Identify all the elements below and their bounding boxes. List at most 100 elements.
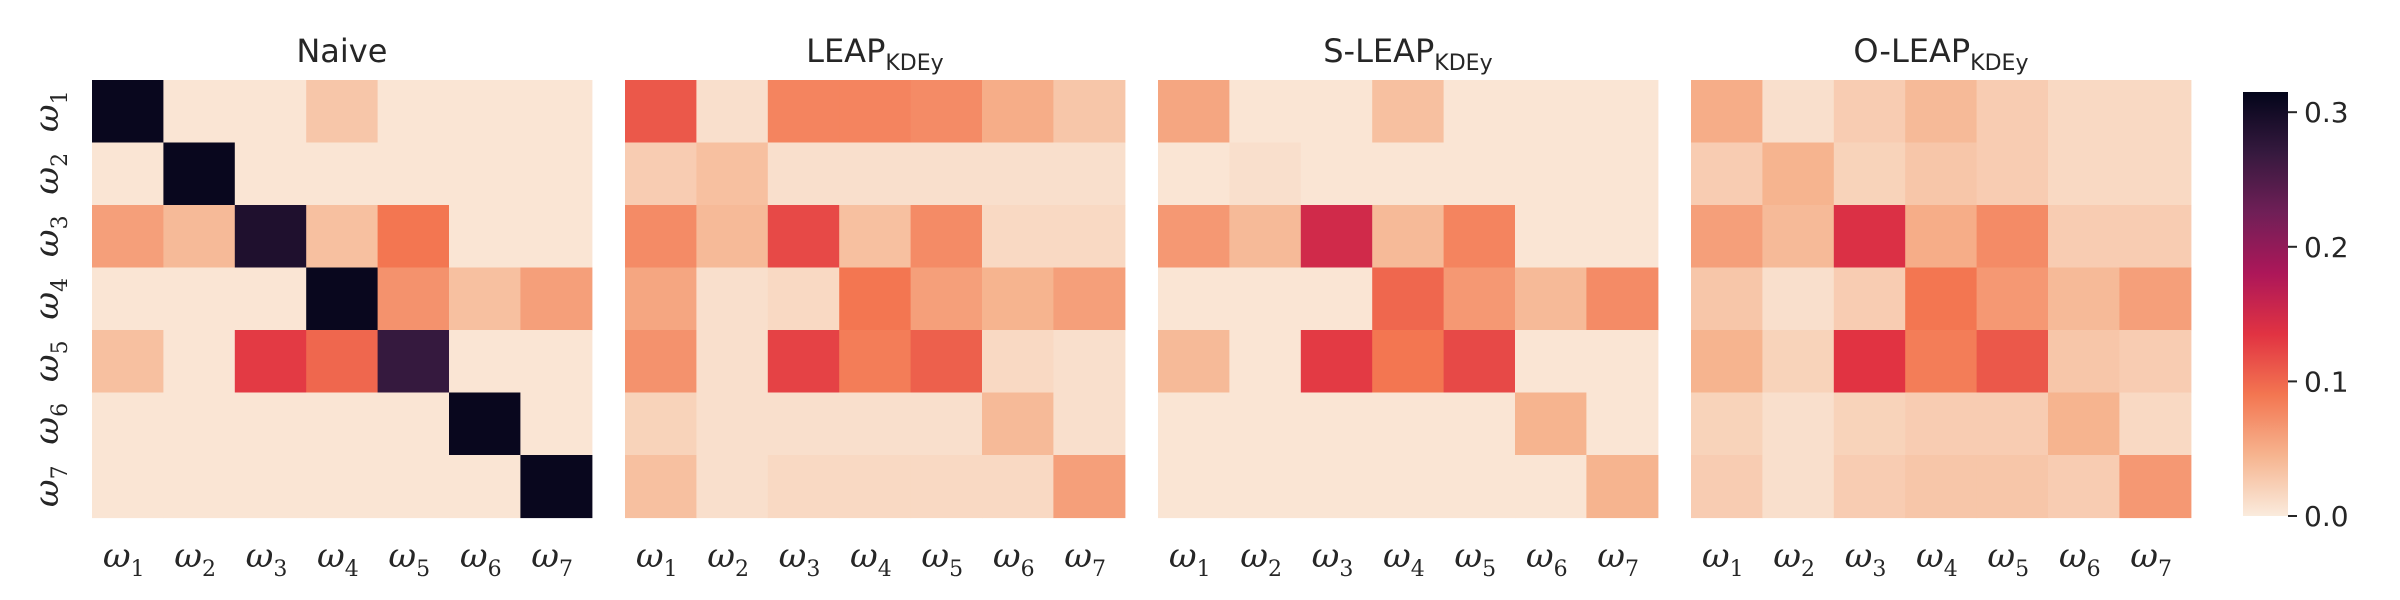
- heatmap-cell-r4-c6: [982, 267, 1054, 331]
- x-tick-label: ω6: [1526, 536, 1568, 582]
- heatmap-cell-r6-c7: [1586, 392, 1659, 456]
- heatmap-cell-r2-c3: [1833, 142, 1906, 206]
- heatmap-cell-r6-c7: [520, 392, 593, 456]
- heatmap-cell-r3-c1: [92, 205, 164, 269]
- colorbar-tick-label: 0.2: [2304, 231, 2349, 264]
- heatmap-cell-r2-c6: [2048, 142, 2120, 206]
- x-tick-label: ω1: [1702, 536, 1744, 582]
- heatmap-cell-r3-c5: [910, 205, 983, 269]
- x-tick-label: ω7: [2130, 536, 2172, 582]
- heatmap-cell-r5-c2: [1229, 330, 1302, 394]
- heatmap-cell-r3-c7: [1053, 205, 1126, 269]
- heatmap-cell-r1-c1: [625, 80, 697, 144]
- x-tick-label: ω3: [1845, 536, 1887, 582]
- heatmap-cell-r2-c3: [234, 142, 307, 206]
- heatmap-cell-r7-c1: [92, 455, 164, 519]
- heatmap-cell-r1-c2: [1762, 80, 1835, 144]
- heatmap-cell-r1-c4: [306, 80, 379, 144]
- y-tick-label: ω4: [27, 278, 73, 320]
- heatmap-cell-r3-c1: [625, 205, 697, 269]
- heatmap-cell-r7-c7: [1053, 455, 1126, 519]
- heatmap-cell-r5-c7: [1053, 330, 1126, 394]
- heatmap-cell-r3-c4: [1905, 205, 1978, 269]
- heatmap-cell-r4-c3: [767, 267, 840, 331]
- x-tick-label: ω2: [1773, 536, 1815, 582]
- heatmap-cell-r2-c7: [2119, 142, 2192, 206]
- heatmap-cell-r5-c7: [520, 330, 593, 394]
- heatmap-cell-r2-c2: [1762, 142, 1835, 206]
- heatmap-cell-r4-c3: [1833, 267, 1906, 331]
- heatmap-cell-r1-c3: [234, 80, 307, 144]
- heatmap-cell-r4-c1: [625, 267, 697, 331]
- heatmap-cell-r6-c3: [767, 392, 840, 456]
- heatmap-cell-r6-c2: [1229, 392, 1302, 456]
- heatmap-cell-r1-c4: [1372, 80, 1445, 144]
- heatmap-cell-r7-c6: [449, 455, 521, 519]
- heatmap-cell-r6-c2: [696, 392, 769, 456]
- heatmap-cell-r2-c4: [306, 142, 379, 206]
- heatmap-cell-r5-c5: [1443, 330, 1516, 394]
- heatmap-cell-r5-c6: [1515, 330, 1587, 394]
- x-tick-label: ω5: [1454, 536, 1496, 582]
- heatmap-cell-r3-c6: [449, 205, 521, 269]
- heatmap-cell-r2-c3: [767, 142, 840, 206]
- heatmap-cell-r5-c4: [839, 330, 912, 394]
- heatmap-cell-r1-c3: [1300, 80, 1373, 144]
- heatmap-cell-r1-c1: [1158, 80, 1230, 144]
- heatmap-cell-r5-c1: [625, 330, 697, 394]
- heatmap-cell-r6-c3: [1300, 392, 1373, 456]
- heatmap-cell-r6-c6: [449, 392, 521, 456]
- heatmap-cell-r3-c6: [2048, 205, 2120, 269]
- heatmap-cell-r6-c4: [306, 392, 379, 456]
- x-tick-label: ω4: [1383, 536, 1425, 582]
- heatmap-cell-r4-c1: [1691, 267, 1763, 331]
- heatmap-cell-r3-c6: [1515, 205, 1587, 269]
- heatmap-cell-r1-c7: [520, 80, 593, 144]
- heatmap-cell-r4-c5: [1443, 267, 1516, 331]
- heatmap-cell-r7-c5: [1976, 455, 2049, 519]
- heatmap-cell-r6-c2: [163, 392, 236, 456]
- heatmap-cell-r1-c4: [1905, 80, 1978, 144]
- heatmap-cell-r6-c2: [1762, 392, 1835, 456]
- heatmap-cell-r6-c5: [377, 392, 450, 456]
- heatmap-cell-r7-c5: [910, 455, 983, 519]
- heatmap-cell-r4-c2: [1762, 267, 1835, 331]
- y-tick-label: ω3: [27, 215, 73, 257]
- heatmap-cell-r6-c4: [1372, 392, 1445, 456]
- heatmap-cell-r7-c2: [1229, 455, 1302, 519]
- x-tick-label: ω2: [707, 536, 749, 582]
- heatmap-cell-r7-c7: [520, 455, 593, 519]
- heatmap-cell-r5-c6: [2048, 330, 2120, 394]
- heatmap-panel-3: S-LEAPKDEy ω1 ω2 ω3 ω4 ω5 ω6 ω7: [1158, 32, 1659, 582]
- heatmap-cell-r3-c2: [696, 205, 769, 269]
- heatmap-cell-r4-c7: [520, 267, 593, 331]
- heatmap-cell-r1-c7: [1586, 80, 1659, 144]
- heatmap-cell-r2-c7: [520, 142, 593, 206]
- heatmap-cell-r6-c5: [1443, 392, 1516, 456]
- y-tick-label: ω5: [27, 340, 73, 382]
- x-tick-label: ω2: [1240, 536, 1282, 582]
- heatmap-cell-r1-c1: [92, 80, 164, 144]
- heatmap-cell-r2-c6: [449, 142, 521, 206]
- x-tick-label: ω5: [1987, 536, 2029, 582]
- heatmap-cell-r5-c3: [1833, 330, 1906, 394]
- panel-title: Naive: [296, 32, 387, 70]
- heatmap-cell-r3-c7: [2119, 205, 2192, 269]
- heatmap-cell-r5-c2: [1762, 330, 1835, 394]
- x-tick-label: ω3: [246, 536, 288, 582]
- heatmap-cell-r2-c1: [625, 142, 697, 206]
- heatmap-cell-r2-c2: [696, 142, 769, 206]
- heatmap-cell-r1-c1: [1691, 80, 1763, 144]
- heatmap-cell-r7-c6: [1515, 455, 1587, 519]
- x-tick-label: ω6: [993, 536, 1035, 582]
- heatmap-cell-r5-c5: [1976, 330, 2049, 394]
- heatmap-cell-r4-c5: [910, 267, 983, 331]
- heatmap-cell-r4-c7: [2119, 267, 2192, 331]
- x-tick-label: ω3: [779, 536, 821, 582]
- heatmap-cell-r1-c2: [1229, 80, 1302, 144]
- heatmap-cell-r3-c7: [1586, 205, 1659, 269]
- x-tick-label: ω1: [103, 536, 145, 582]
- heatmap-cell-r2-c1: [1691, 142, 1763, 206]
- heatmap-cell-r1-c4: [839, 80, 912, 144]
- heatmap-cell-r2-c5: [910, 142, 983, 206]
